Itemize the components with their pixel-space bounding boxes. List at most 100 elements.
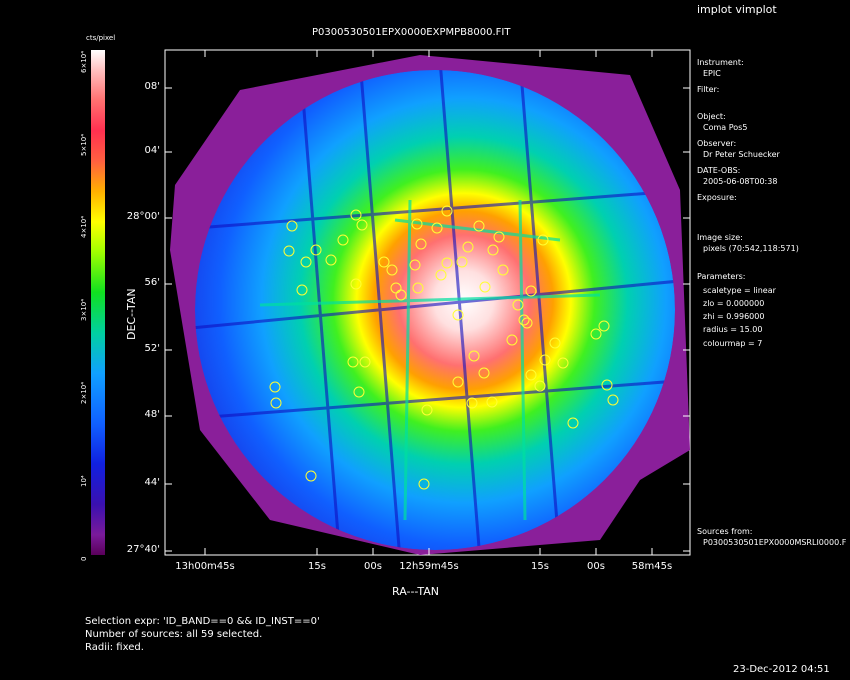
image-size-value: pixels (70:542,118:571) — [703, 244, 799, 253]
source-circle — [296, 284, 308, 296]
instrument-label: Instrument: — [697, 58, 744, 67]
source-circle — [418, 478, 430, 490]
image-title: P0300530501EPX0000EXPMPB8000.FIT — [312, 27, 511, 38]
source-circle — [549, 337, 561, 349]
observer-label: Observer: — [697, 139, 737, 148]
source-circle — [378, 256, 390, 268]
y-axis-label: DEC--TAN — [125, 288, 138, 340]
source-circle — [452, 309, 464, 321]
source-circle — [590, 328, 602, 340]
source-circle — [386, 264, 398, 276]
x-tick-label: 00s — [364, 561, 382, 572]
date-value: 2005-06-08T00:38 — [703, 177, 778, 186]
param-line: zhi = 0.996000 — [703, 312, 765, 321]
y-tick-label: 56' — [144, 277, 160, 288]
source-circle — [601, 379, 613, 391]
source-circle — [512, 299, 524, 311]
sources-label: Sources from: — [697, 527, 753, 536]
source-circle — [325, 254, 337, 266]
source-circle — [441, 205, 453, 217]
source-circle — [305, 470, 317, 482]
y-tick-label: 52' — [144, 343, 160, 354]
x-tick-label: 15s — [308, 561, 326, 572]
source-circle — [506, 334, 518, 346]
source-circle — [435, 269, 447, 281]
x-tick-label: 00s — [587, 561, 605, 572]
source-circle — [557, 357, 569, 369]
radii-info: Radii: fixed. — [85, 642, 144, 653]
app-title: implot vimplot — [697, 3, 777, 16]
source-circle — [525, 369, 537, 381]
x-tick-label: 58m45s — [631, 561, 673, 572]
source-circle — [478, 367, 490, 379]
source-circle — [350, 209, 362, 221]
source-circle — [479, 281, 491, 293]
source-circle — [415, 238, 427, 250]
source-circle — [539, 354, 551, 366]
source-circle — [537, 234, 549, 246]
y-tick-label: 04' — [144, 145, 160, 156]
source-circle — [607, 394, 619, 406]
sources-file: P0300530501EPX0000MSRLI0000.F — [703, 538, 847, 547]
y-tick-label: 27°40' — [126, 544, 160, 555]
source-circle — [353, 386, 365, 398]
source-circle — [534, 380, 546, 392]
observer-value: Dr Peter Schuecker — [703, 150, 780, 159]
source-circle — [310, 244, 322, 256]
source-circle — [456, 256, 468, 268]
source-circle — [452, 376, 464, 388]
source-circle — [421, 404, 433, 416]
source-circle — [473, 220, 485, 232]
x-tick-label: 13h00m45s — [175, 561, 235, 572]
colorbar-title: cts/pixel — [86, 34, 116, 42]
source-circle — [411, 218, 423, 230]
source-circle — [359, 356, 371, 368]
source-circle — [337, 234, 349, 246]
source-circle — [493, 231, 505, 243]
source-circle — [431, 222, 443, 234]
source-circle — [567, 417, 579, 429]
exposure-label: Exposure: — [697, 193, 737, 202]
x-tick-label: 12h59m45s — [399, 561, 459, 572]
source-circle — [269, 381, 281, 393]
source-circle — [598, 320, 610, 332]
x-axis-label: RA---TAN — [392, 585, 439, 598]
colorbar — [91, 50, 105, 555]
x-tick-label: 15s — [531, 561, 549, 572]
timestamp: 23-Dec-2012 04:51 — [733, 664, 830, 675]
source-circle — [486, 396, 498, 408]
source-count: Number of sources: all 59 selected. — [85, 629, 263, 640]
param-line: scaletype = linear — [703, 286, 776, 295]
source-circle — [286, 220, 298, 232]
date-label: DATE-OBS: — [697, 166, 741, 175]
object-value: Coma Pos5 — [703, 123, 748, 132]
source-circle — [350, 278, 362, 290]
object-label: Object: — [697, 112, 726, 121]
instrument-value: EPIC — [703, 69, 721, 78]
y-tick-label: 08' — [144, 81, 160, 92]
param-line: zlo = 0.000000 — [703, 299, 765, 308]
parameters-label: Parameters: — [697, 272, 746, 281]
source-circle — [347, 356, 359, 368]
source-circle — [283, 245, 295, 257]
source-circle — [270, 397, 282, 409]
selection-expr: Selection expr: 'ID_BAND==0 && ID_INST==… — [85, 616, 320, 627]
y-tick-label: 44' — [144, 477, 160, 488]
source-circle — [521, 317, 533, 329]
source-circle — [518, 314, 530, 326]
exposure-map — [195, 70, 675, 550]
selection-info: Selection expr: 'ID_BAND==0 && ID_INST==… — [85, 615, 320, 654]
y-tick-label: 28°00' — [126, 211, 160, 222]
source-circle — [466, 397, 478, 409]
source-circle — [487, 244, 499, 256]
source-circle — [356, 219, 368, 231]
param-line: radius = 15.00 — [703, 325, 763, 334]
source-circle — [497, 264, 509, 276]
source-circle — [412, 282, 424, 294]
source-circle — [468, 350, 480, 362]
filter-label: Filter: — [697, 85, 720, 94]
image-size-label: Image size: — [697, 233, 743, 242]
y-tick-label: 48' — [144, 409, 160, 420]
source-circle — [525, 285, 537, 297]
